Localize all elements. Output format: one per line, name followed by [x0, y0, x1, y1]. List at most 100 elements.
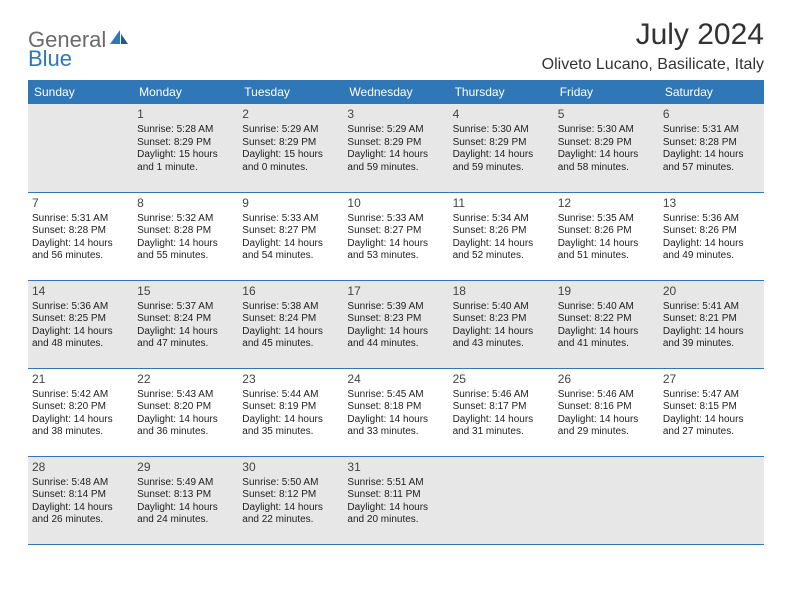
day-number: 30: [242, 460, 339, 475]
day-text-line: Daylight: 15 hours: [242, 149, 339, 162]
day-text-line: Sunrise: 5:30 AM: [453, 124, 550, 137]
day-number: 8: [137, 196, 234, 211]
week-row: 21Sunrise: 5:42 AMSunset: 8:20 PMDayligh…: [28, 368, 764, 456]
day-text-line: Daylight: 14 hours: [32, 326, 129, 339]
days-of-week-row: SundayMondayTuesdayWednesdayThursdayFrid…: [28, 80, 764, 104]
day-text-line: Sunrise: 5:33 AM: [347, 213, 444, 226]
day-cell: 8Sunrise: 5:32 AMSunset: 8:28 PMDaylight…: [133, 192, 238, 280]
week-row: 28Sunrise: 5:48 AMSunset: 8:14 PMDayligh…: [28, 456, 764, 544]
day-text-line: and 22 minutes.: [242, 514, 339, 527]
day-cell: 25Sunrise: 5:46 AMSunset: 8:17 PMDayligh…: [449, 368, 554, 456]
day-cell: [28, 104, 133, 192]
dow-friday: Friday: [554, 80, 659, 104]
day-text-line: Sunset: 8:26 PM: [558, 225, 655, 238]
day-cell: 13Sunrise: 5:36 AMSunset: 8:26 PMDayligh…: [659, 192, 764, 280]
day-number: 18: [453, 284, 550, 299]
day-text-line: Daylight: 14 hours: [453, 414, 550, 427]
day-text-line: Sunset: 8:27 PM: [347, 225, 444, 238]
day-text-line: Sunset: 8:17 PM: [453, 401, 550, 414]
day-number: 13: [663, 196, 760, 211]
day-text-line: and 33 minutes.: [347, 426, 444, 439]
day-text-line: Sunset: 8:16 PM: [558, 401, 655, 414]
day-text-line: Daylight: 14 hours: [242, 238, 339, 251]
day-text-line: Sunset: 8:29 PM: [137, 137, 234, 150]
title-block: July 2024 Oliveto Lucano, Basilicate, It…: [542, 18, 764, 74]
day-text-line: and 53 minutes.: [347, 250, 444, 263]
day-number: 19: [558, 284, 655, 299]
day-text-line: Daylight: 14 hours: [32, 502, 129, 515]
day-text-line: Sunrise: 5:29 AM: [242, 124, 339, 137]
day-text-line: Sunrise: 5:44 AM: [242, 389, 339, 402]
day-number: 22: [137, 372, 234, 387]
day-cell: 30Sunrise: 5:50 AMSunset: 8:12 PMDayligh…: [238, 456, 343, 544]
day-text-line: Sunset: 8:23 PM: [453, 313, 550, 326]
day-text-line: Sunrise: 5:47 AM: [663, 389, 760, 402]
day-cell: 12Sunrise: 5:35 AMSunset: 8:26 PMDayligh…: [554, 192, 659, 280]
day-text-line: Sunset: 8:24 PM: [137, 313, 234, 326]
day-text-line: Sunrise: 5:29 AM: [347, 124, 444, 137]
day-cell: 14Sunrise: 5:36 AMSunset: 8:25 PMDayligh…: [28, 280, 133, 368]
day-text-line: Daylight: 14 hours: [137, 326, 234, 339]
day-cell: 24Sunrise: 5:45 AMSunset: 8:18 PMDayligh…: [343, 368, 448, 456]
day-text-line: Daylight: 14 hours: [663, 326, 760, 339]
day-cell: 15Sunrise: 5:37 AMSunset: 8:24 PMDayligh…: [133, 280, 238, 368]
day-cell: 10Sunrise: 5:33 AMSunset: 8:27 PMDayligh…: [343, 192, 448, 280]
day-text-line: Daylight: 14 hours: [558, 326, 655, 339]
day-number: 2: [242, 107, 339, 122]
day-cell: 28Sunrise: 5:48 AMSunset: 8:14 PMDayligh…: [28, 456, 133, 544]
day-cell: 26Sunrise: 5:46 AMSunset: 8:16 PMDayligh…: [554, 368, 659, 456]
day-text-line: and 39 minutes.: [663, 338, 760, 351]
day-text-line: Sunset: 8:19 PM: [242, 401, 339, 414]
day-cell: 11Sunrise: 5:34 AMSunset: 8:26 PMDayligh…: [449, 192, 554, 280]
day-text-line: Daylight: 14 hours: [558, 414, 655, 427]
day-text-line: Daylight: 14 hours: [242, 414, 339, 427]
day-number: 17: [347, 284, 444, 299]
day-text-line: Sunrise: 5:51 AM: [347, 477, 444, 490]
day-number: 3: [347, 107, 444, 122]
day-text-line: Sunset: 8:29 PM: [347, 137, 444, 150]
dow-monday: Monday: [133, 80, 238, 104]
day-text-line: Daylight: 15 hours: [137, 149, 234, 162]
day-text-line: Sunset: 8:20 PM: [32, 401, 129, 414]
day-number: 26: [558, 372, 655, 387]
day-text-line: Sunset: 8:28 PM: [663, 137, 760, 150]
day-number: 23: [242, 372, 339, 387]
day-text-line: and 56 minutes.: [32, 250, 129, 263]
day-cell: 20Sunrise: 5:41 AMSunset: 8:21 PMDayligh…: [659, 280, 764, 368]
day-text-line: Daylight: 14 hours: [347, 502, 444, 515]
calendar-table: SundayMondayTuesdayWednesdayThursdayFrid…: [28, 80, 764, 545]
day-text-line: Sunrise: 5:43 AM: [137, 389, 234, 402]
day-cell: 29Sunrise: 5:49 AMSunset: 8:13 PMDayligh…: [133, 456, 238, 544]
dow-wednesday: Wednesday: [343, 80, 448, 104]
day-text-line: Sunset: 8:23 PM: [347, 313, 444, 326]
day-text-line: and 57 minutes.: [663, 162, 760, 175]
day-text-line: Daylight: 14 hours: [663, 414, 760, 427]
day-number: 27: [663, 372, 760, 387]
day-text-line: Daylight: 14 hours: [242, 502, 339, 515]
day-text-line: Daylight: 14 hours: [663, 149, 760, 162]
header: General July 2024 Oliveto Lucano, Basili…: [28, 18, 764, 74]
logo-text-blue-wrap: Blue: [28, 46, 72, 72]
day-text-line: and 58 minutes.: [558, 162, 655, 175]
day-number: 24: [347, 372, 444, 387]
day-text-line: Daylight: 14 hours: [137, 414, 234, 427]
day-text-line: Sunrise: 5:36 AM: [663, 213, 760, 226]
day-cell: 17Sunrise: 5:39 AMSunset: 8:23 PMDayligh…: [343, 280, 448, 368]
day-text-line: Sunrise: 5:34 AM: [453, 213, 550, 226]
day-text-line: Sunset: 8:29 PM: [242, 137, 339, 150]
day-text-line: and 0 minutes.: [242, 162, 339, 175]
day-number: 4: [453, 107, 550, 122]
day-text-line: Sunset: 8:29 PM: [453, 137, 550, 150]
day-text-line: Sunrise: 5:31 AM: [32, 213, 129, 226]
day-text-line: Sunset: 8:15 PM: [663, 401, 760, 414]
day-text-line: and 59 minutes.: [453, 162, 550, 175]
day-text-line: and 38 minutes.: [32, 426, 129, 439]
day-number: 29: [137, 460, 234, 475]
day-number: 6: [663, 107, 760, 122]
day-number: 20: [663, 284, 760, 299]
day-text-line: Sunrise: 5:45 AM: [347, 389, 444, 402]
day-text-line: Sunset: 8:27 PM: [242, 225, 339, 238]
day-number: 31: [347, 460, 444, 475]
day-text-line: Daylight: 14 hours: [663, 238, 760, 251]
day-number: 25: [453, 372, 550, 387]
